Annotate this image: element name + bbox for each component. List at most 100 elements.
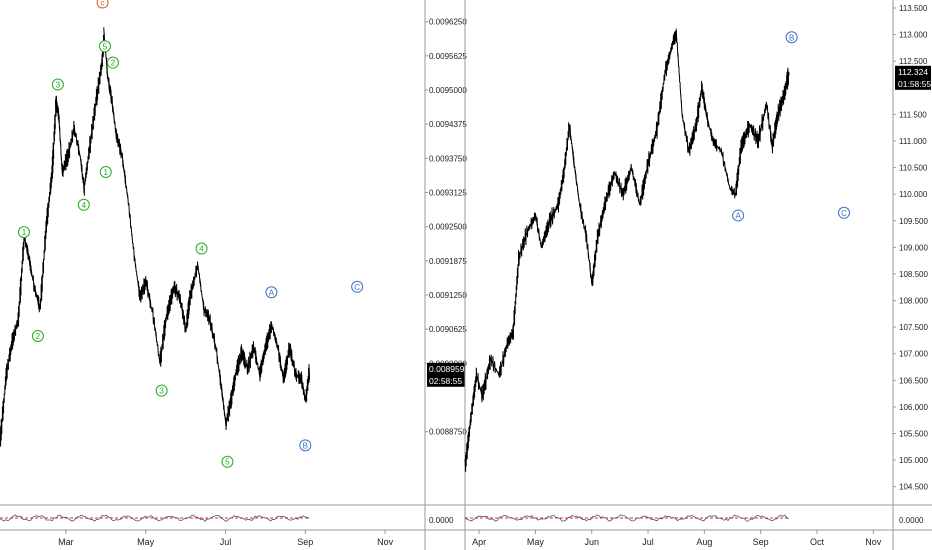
- wave-label-text: B: [303, 441, 308, 450]
- wave-label-cycle: c: [96, 0, 109, 9]
- wave-label-impulse: 5: [98, 40, 111, 53]
- wave-label-text: 3: [56, 81, 61, 90]
- left-last-price-tag: 0.0089595 02:58:55: [427, 362, 469, 387]
- oscillator-line: [0, 514, 310, 522]
- y-tick-label: 0.0091250: [429, 291, 467, 300]
- right-last-price-tag-bg: [895, 65, 931, 90]
- wave-label-text: A: [269, 288, 275, 297]
- left-oscillator-scale-label: 0.0000: [429, 516, 454, 525]
- y-tick-label: 0.0093125: [429, 189, 467, 198]
- wave-label-circle: [785, 31, 798, 44]
- y-tick-label: 111.500: [899, 110, 927, 119]
- wave-label-correction: B: [299, 439, 312, 452]
- y-tick-label: 105.500: [899, 430, 928, 439]
- wave-label-impulse: 5: [221, 455, 234, 468]
- wave-label-text: C: [354, 283, 360, 292]
- x-tick-label: Nov: [865, 537, 882, 547]
- wave-label-circle: [96, 0, 109, 9]
- wave-label-impulse: 3: [155, 384, 168, 397]
- right-oscillator: [464, 514, 790, 522]
- x-tick-label: Nov: [377, 537, 394, 547]
- x-tick-label: Sep: [297, 537, 313, 547]
- left-plot-area[interactable]: [0, 0, 425, 505]
- wave-label-correction: B: [785, 31, 798, 44]
- wave-label-impulse: 1: [17, 226, 30, 239]
- x-tick-label: Aug: [696, 537, 712, 547]
- x-tick-label: Jun: [584, 537, 599, 547]
- wave-label-text: 5: [103, 42, 108, 51]
- right-last-price-tag: 112.324 01:58:55: [895, 65, 931, 90]
- wave-label-circle: [221, 455, 234, 468]
- right-price-line: [464, 28, 790, 472]
- x-tick-label: Sep: [753, 537, 769, 547]
- wave-label-text: 1: [22, 228, 27, 237]
- y-tick-label: 109.500: [899, 217, 928, 226]
- left-last-price-tag-bg: [427, 362, 465, 387]
- wave-label-impulse: 4: [77, 198, 90, 211]
- wave-label-impulse: 4: [195, 242, 208, 255]
- wave-label-circle: [31, 330, 44, 342]
- y-tick-label: 0.0095000: [429, 86, 467, 95]
- wave-label-circle: [265, 286, 278, 299]
- y-tick-label: 108.000: [899, 297, 928, 306]
- y-tick-label: 0.0094375: [429, 120, 467, 129]
- wave-label-text: B: [789, 33, 794, 42]
- wave-label-correction: C: [351, 280, 364, 293]
- x-tick-label: Oct: [810, 537, 825, 547]
- y-tick-label: 0.0095625: [429, 52, 467, 61]
- x-tick-label: Mar: [58, 537, 74, 547]
- wave-label-circle: [838, 206, 851, 219]
- y-tick-label: 0.0096250: [429, 18, 467, 27]
- wave-label-impulse: 2: [106, 56, 119, 69]
- wave-label-circle: [77, 198, 90, 211]
- wave-label-text: 2: [36, 332, 41, 341]
- wave-label-correction: C: [838, 206, 851, 219]
- y-tick-label: 112.500: [899, 57, 928, 66]
- wave-label-circle: [17, 226, 30, 239]
- wave-label-text: 2: [111, 59, 116, 68]
- wave-label-text: 4: [199, 245, 204, 254]
- left-oscillator: [0, 514, 310, 522]
- y-tick-label: 0.0088750: [429, 428, 467, 437]
- y-tick-label: 107.000: [899, 350, 928, 359]
- wave-label-circle: [195, 242, 208, 255]
- y-tick-label: 0.0093750: [429, 154, 467, 163]
- x-tick-label: Jul: [642, 537, 654, 547]
- y-tick-label: 0.0091875: [429, 257, 467, 266]
- right-wave-labels: B A C: [732, 31, 851, 222]
- wave-label-text: c: [101, 0, 105, 8]
- wave-label-impulse: 1: [99, 166, 112, 178]
- right-countdown: 01:58:55: [898, 79, 931, 89]
- wave-label-circle: [51, 78, 64, 91]
- y-tick-label: 111.000: [899, 137, 927, 146]
- y-tick-label: 113.500: [899, 4, 928, 13]
- wave-label-text: 3: [159, 387, 164, 396]
- left-countdown: 02:58:55: [429, 376, 462, 386]
- y-tick-label: 108.500: [899, 270, 928, 279]
- wave-label-circle: [155, 384, 168, 397]
- y-tick-label: 110.000: [899, 190, 928, 199]
- wave-label-text: 4: [82, 201, 87, 210]
- y-tick-label: 109.000: [899, 243, 928, 252]
- left-time-axis[interactable]: Mar May Jul Sep Nov: [58, 530, 394, 547]
- left-last-price: 0.0089595: [429, 364, 469, 374]
- y-tick-label: 107.500: [899, 323, 928, 332]
- right-chart-panel[interactable]: 113.500 113.000 112.500 111.500 111.000 110.5…: [464, 0, 932, 550]
- wave-label-text: 1: [104, 168, 109, 177]
- y-tick-label: 106.500: [899, 376, 928, 385]
- wave-label-circle: [299, 439, 312, 452]
- x-tick-label: Apr: [472, 537, 486, 547]
- right-time-axis[interactable]: Apr May Jun Jul Aug Sep Oct Nov: [472, 530, 882, 547]
- left-price-line: [0, 27, 310, 447]
- wave-label-correction: A: [732, 209, 745, 222]
- right-oscillator-scale-label: 0.0000: [899, 516, 924, 525]
- right-price-scale[interactable]: 113.500 113.000 112.500 111.500 111.000 110.5…: [893, 4, 928, 492]
- y-tick-label: 104.500: [899, 483, 928, 492]
- oscillator-line: [464, 514, 790, 522]
- y-tick-label: 105.000: [899, 456, 928, 465]
- x-tick-label: May: [137, 537, 155, 547]
- y-tick-label: 0.0092500: [429, 223, 467, 232]
